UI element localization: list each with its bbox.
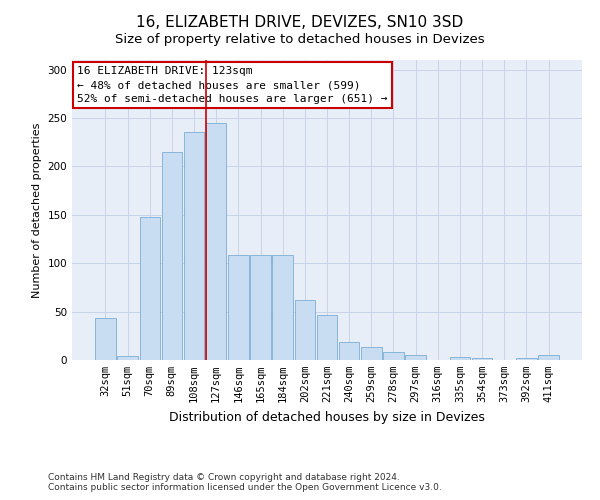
Bar xyxy=(450,357,470,360)
X-axis label: Distribution of detached houses by size in Devizes: Distribution of detached houses by size … xyxy=(169,410,485,424)
Bar xyxy=(317,316,337,360)
Bar xyxy=(95,318,116,360)
Bar xyxy=(228,254,248,360)
Bar xyxy=(206,123,226,360)
Bar xyxy=(361,348,382,360)
Bar xyxy=(140,217,160,360)
Bar xyxy=(339,342,359,360)
Y-axis label: Number of detached properties: Number of detached properties xyxy=(32,122,42,298)
Bar xyxy=(184,132,204,360)
Bar xyxy=(406,355,426,360)
Bar xyxy=(272,254,293,360)
Bar xyxy=(383,352,404,360)
Bar xyxy=(161,152,182,360)
Bar xyxy=(118,356,138,360)
Text: 16 ELIZABETH DRIVE: 123sqm
← 48% of detached houses are smaller (599)
52% of sem: 16 ELIZABETH DRIVE: 123sqm ← 48% of deta… xyxy=(77,66,388,104)
Bar xyxy=(516,358,536,360)
Bar xyxy=(295,300,315,360)
Bar xyxy=(250,254,271,360)
Text: 16, ELIZABETH DRIVE, DEVIZES, SN10 3SD: 16, ELIZABETH DRIVE, DEVIZES, SN10 3SD xyxy=(136,15,464,30)
Text: Contains HM Land Registry data © Crown copyright and database right 2024.
Contai: Contains HM Land Registry data © Crown c… xyxy=(48,473,442,492)
Bar xyxy=(538,355,559,360)
Bar xyxy=(472,358,493,360)
Text: Size of property relative to detached houses in Devizes: Size of property relative to detached ho… xyxy=(115,32,485,46)
